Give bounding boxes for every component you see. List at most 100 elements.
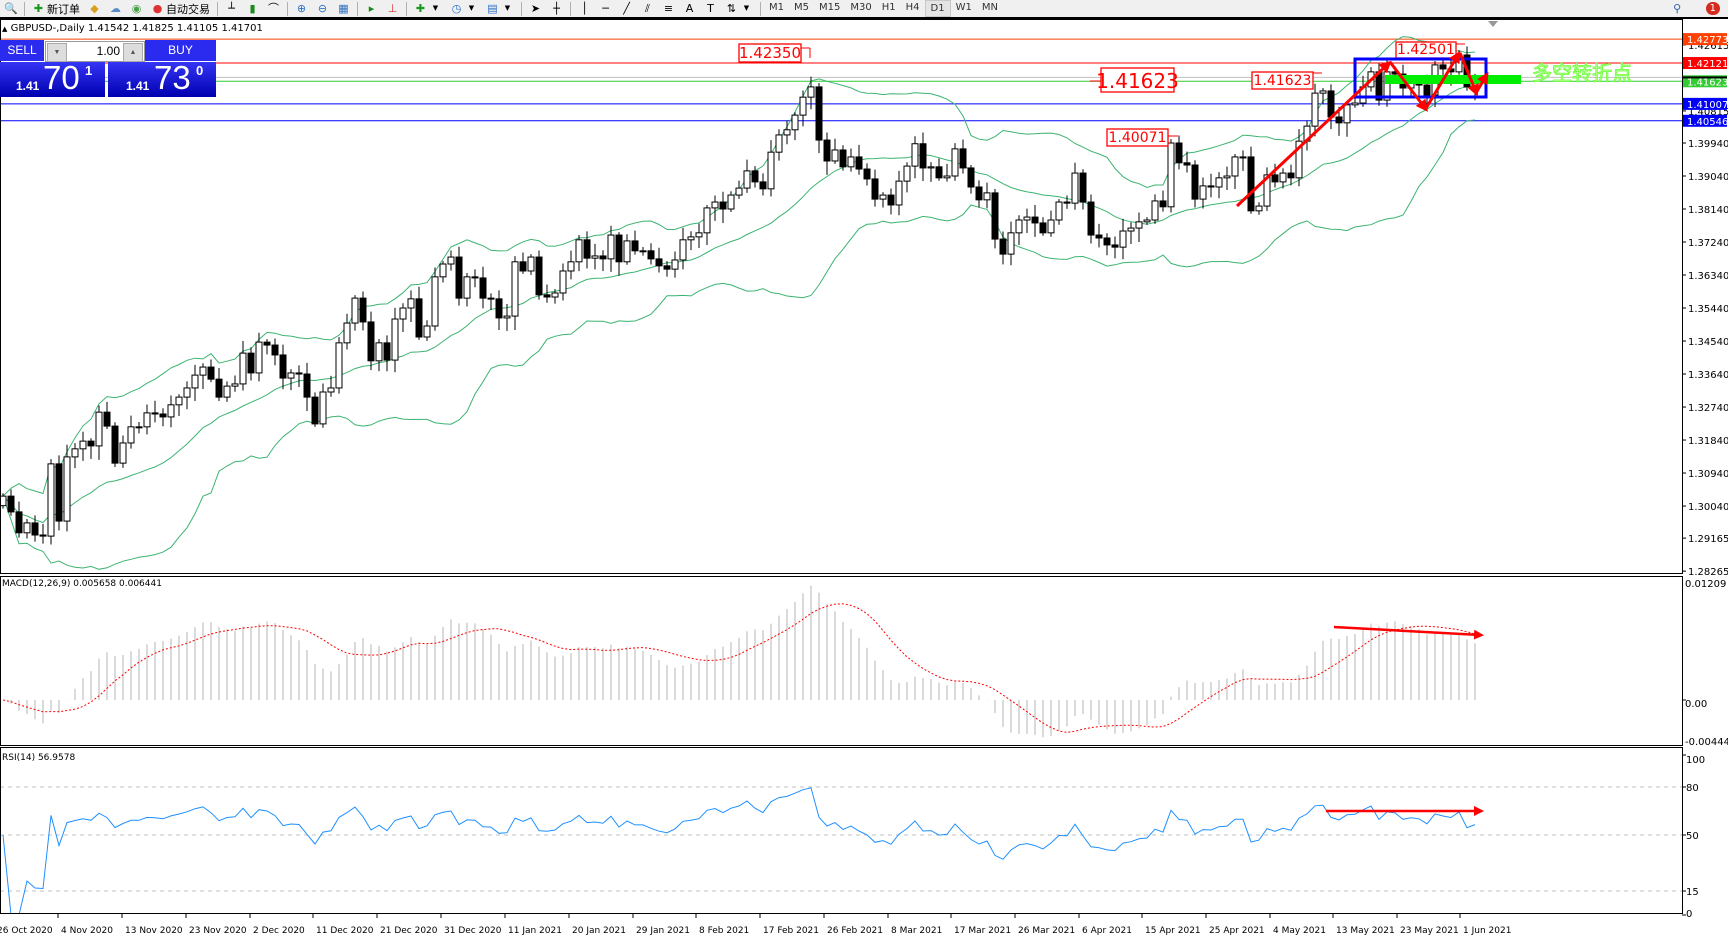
candle-body [431, 276, 439, 327]
candle [1287, 164, 1295, 186]
candle-body [863, 168, 871, 180]
candle-body [247, 352, 255, 374]
price-axis-label: 1.39040 [1688, 172, 1728, 183]
candle-chart-button[interactable]: ▮ [242, 0, 263, 17]
chart-shift-button[interactable]: ⊥ [382, 0, 403, 17]
notification-badge[interactable]: 1 [1705, 2, 1720, 15]
candle-body [423, 325, 431, 338]
tile-windows-button[interactable]: ▦ [333, 0, 354, 17]
candle [583, 231, 591, 269]
candle-body [375, 342, 383, 362]
rsi-axis-label: 15 [1686, 887, 1699, 898]
templates-button[interactable]: ▤ ▼ [482, 0, 518, 17]
lot-decrease-button[interactable]: ▼ [47, 43, 67, 62]
candle [359, 291, 367, 331]
time-axis-label: 13 Nov 2020 [125, 926, 183, 936]
candle-body [1207, 185, 1215, 188]
candle-body [719, 201, 727, 210]
template-icon: ▤ [487, 2, 498, 15]
trendline-button[interactable]: ╱ [616, 0, 637, 17]
indicators-plus-icon: ✚ [415, 2, 426, 15]
time-axis-label: 26 Feb 2021 [827, 926, 883, 936]
candle [143, 404, 151, 435]
candle-body [591, 255, 599, 259]
candle-body [1167, 142, 1175, 208]
timeframe-m30[interactable]: M30 [850, 2, 872, 13]
timeframe-w1[interactable]: W1 [955, 2, 972, 13]
candle [71, 443, 79, 469]
toolbar-divider [570, 1, 571, 16]
fibonacci-button[interactable]: ≡ [658, 0, 679, 17]
new-order-button[interactable]: ✚ 新订单 [28, 0, 84, 17]
vertical-line-button[interactable]: │ [574, 0, 595, 17]
timeframe-d1[interactable]: D1 [924, 0, 951, 17]
lot-increase-button[interactable]: ▲ [123, 43, 143, 62]
candle-body [975, 186, 983, 201]
candle [1263, 167, 1271, 211]
candle-body [303, 373, 311, 398]
price-axis-label: 1.34540 [1688, 337, 1728, 348]
macd-axis-label: -0.004446 [1685, 737, 1728, 748]
bar-chart-button[interactable]: ┴ [221, 0, 242, 17]
candle [1215, 172, 1223, 199]
arrows-button[interactable]: ⇅ ▼ [721, 0, 757, 17]
candle-body [967, 167, 975, 188]
timeframe-m5[interactable]: M5 [794, 2, 809, 13]
price-level-badge [1683, 114, 1727, 127]
candle-body [71, 448, 79, 458]
candle [199, 363, 207, 390]
buy-price[interactable]: 1.41 73 0 [108, 59, 216, 97]
timeframe-h4[interactable]: H4 [905, 2, 920, 13]
timeframe-m1[interactable]: M1 [769, 2, 784, 13]
toolbar-divider [406, 1, 407, 16]
buy-price-prefix: 1.41 [126, 79, 150, 93]
candle-body [1247, 156, 1255, 212]
sell-button[interactable]: SELL [0, 40, 44, 61]
candle [687, 231, 695, 251]
candle-body [503, 315, 511, 319]
candle-body [783, 129, 791, 136]
data-window-button[interactable]: ☁ [105, 0, 126, 17]
toolbar-search-button[interactable]: 🔍 [0, 0, 21, 17]
timeframe-h1[interactable]: H1 [881, 2, 896, 13]
auto-scroll-button[interactable]: ▸ [361, 0, 382, 17]
signals-button[interactable]: ◉ [126, 0, 147, 17]
candle [1071, 162, 1079, 210]
candle [455, 246, 463, 306]
candle [127, 415, 135, 449]
candle [839, 145, 847, 171]
candle-body [487, 297, 495, 300]
candle [919, 132, 927, 181]
horizontal-line-button[interactable]: ─ [595, 0, 616, 17]
candle-body [55, 463, 63, 522]
lot-size-input[interactable]: ▼ 1.00 ▲ [45, 41, 145, 62]
candle-body [575, 239, 583, 263]
candle [1063, 195, 1071, 209]
text-tool-button[interactable]: A [679, 0, 700, 17]
auto-trading-button[interactable]: ● 自动交易 [147, 0, 214, 17]
candle-body [815, 86, 823, 141]
cursor-button[interactable]: ➤ [525, 0, 546, 17]
line-chart-button[interactable]: ⌒ [263, 0, 284, 17]
crosshair-button[interactable]: ┼ [546, 0, 567, 17]
periods-button[interactable]: ◷ ▼ [446, 0, 482, 17]
channel-button[interactable]: ⫽ [637, 0, 658, 17]
candle [791, 112, 799, 141]
candle [415, 286, 423, 340]
timeframe-mn[interactable]: MN [981, 2, 998, 13]
zoom-in-button[interactable]: ⊕ [291, 0, 312, 17]
indicators-button[interactable]: ✚ ▼ [410, 0, 446, 17]
timeframe-m15[interactable]: M15 [819, 2, 841, 13]
zoom-out-button[interactable]: ⊖ [312, 0, 333, 17]
buy-button[interactable]: BUY [145, 40, 216, 61]
candle [1111, 236, 1119, 259]
candle [711, 195, 719, 221]
chart-shift-icon: ⊥ [387, 2, 398, 15]
market-watch-button[interactable]: ◆ [84, 0, 105, 17]
sell-price[interactable]: 1.41 70 1 [0, 59, 105, 97]
search-icon[interactable]: ⚲ [1673, 2, 1682, 15]
toolbar-divider [287, 1, 288, 16]
candle-body [703, 207, 711, 234]
text-label-button[interactable]: T [700, 0, 721, 17]
